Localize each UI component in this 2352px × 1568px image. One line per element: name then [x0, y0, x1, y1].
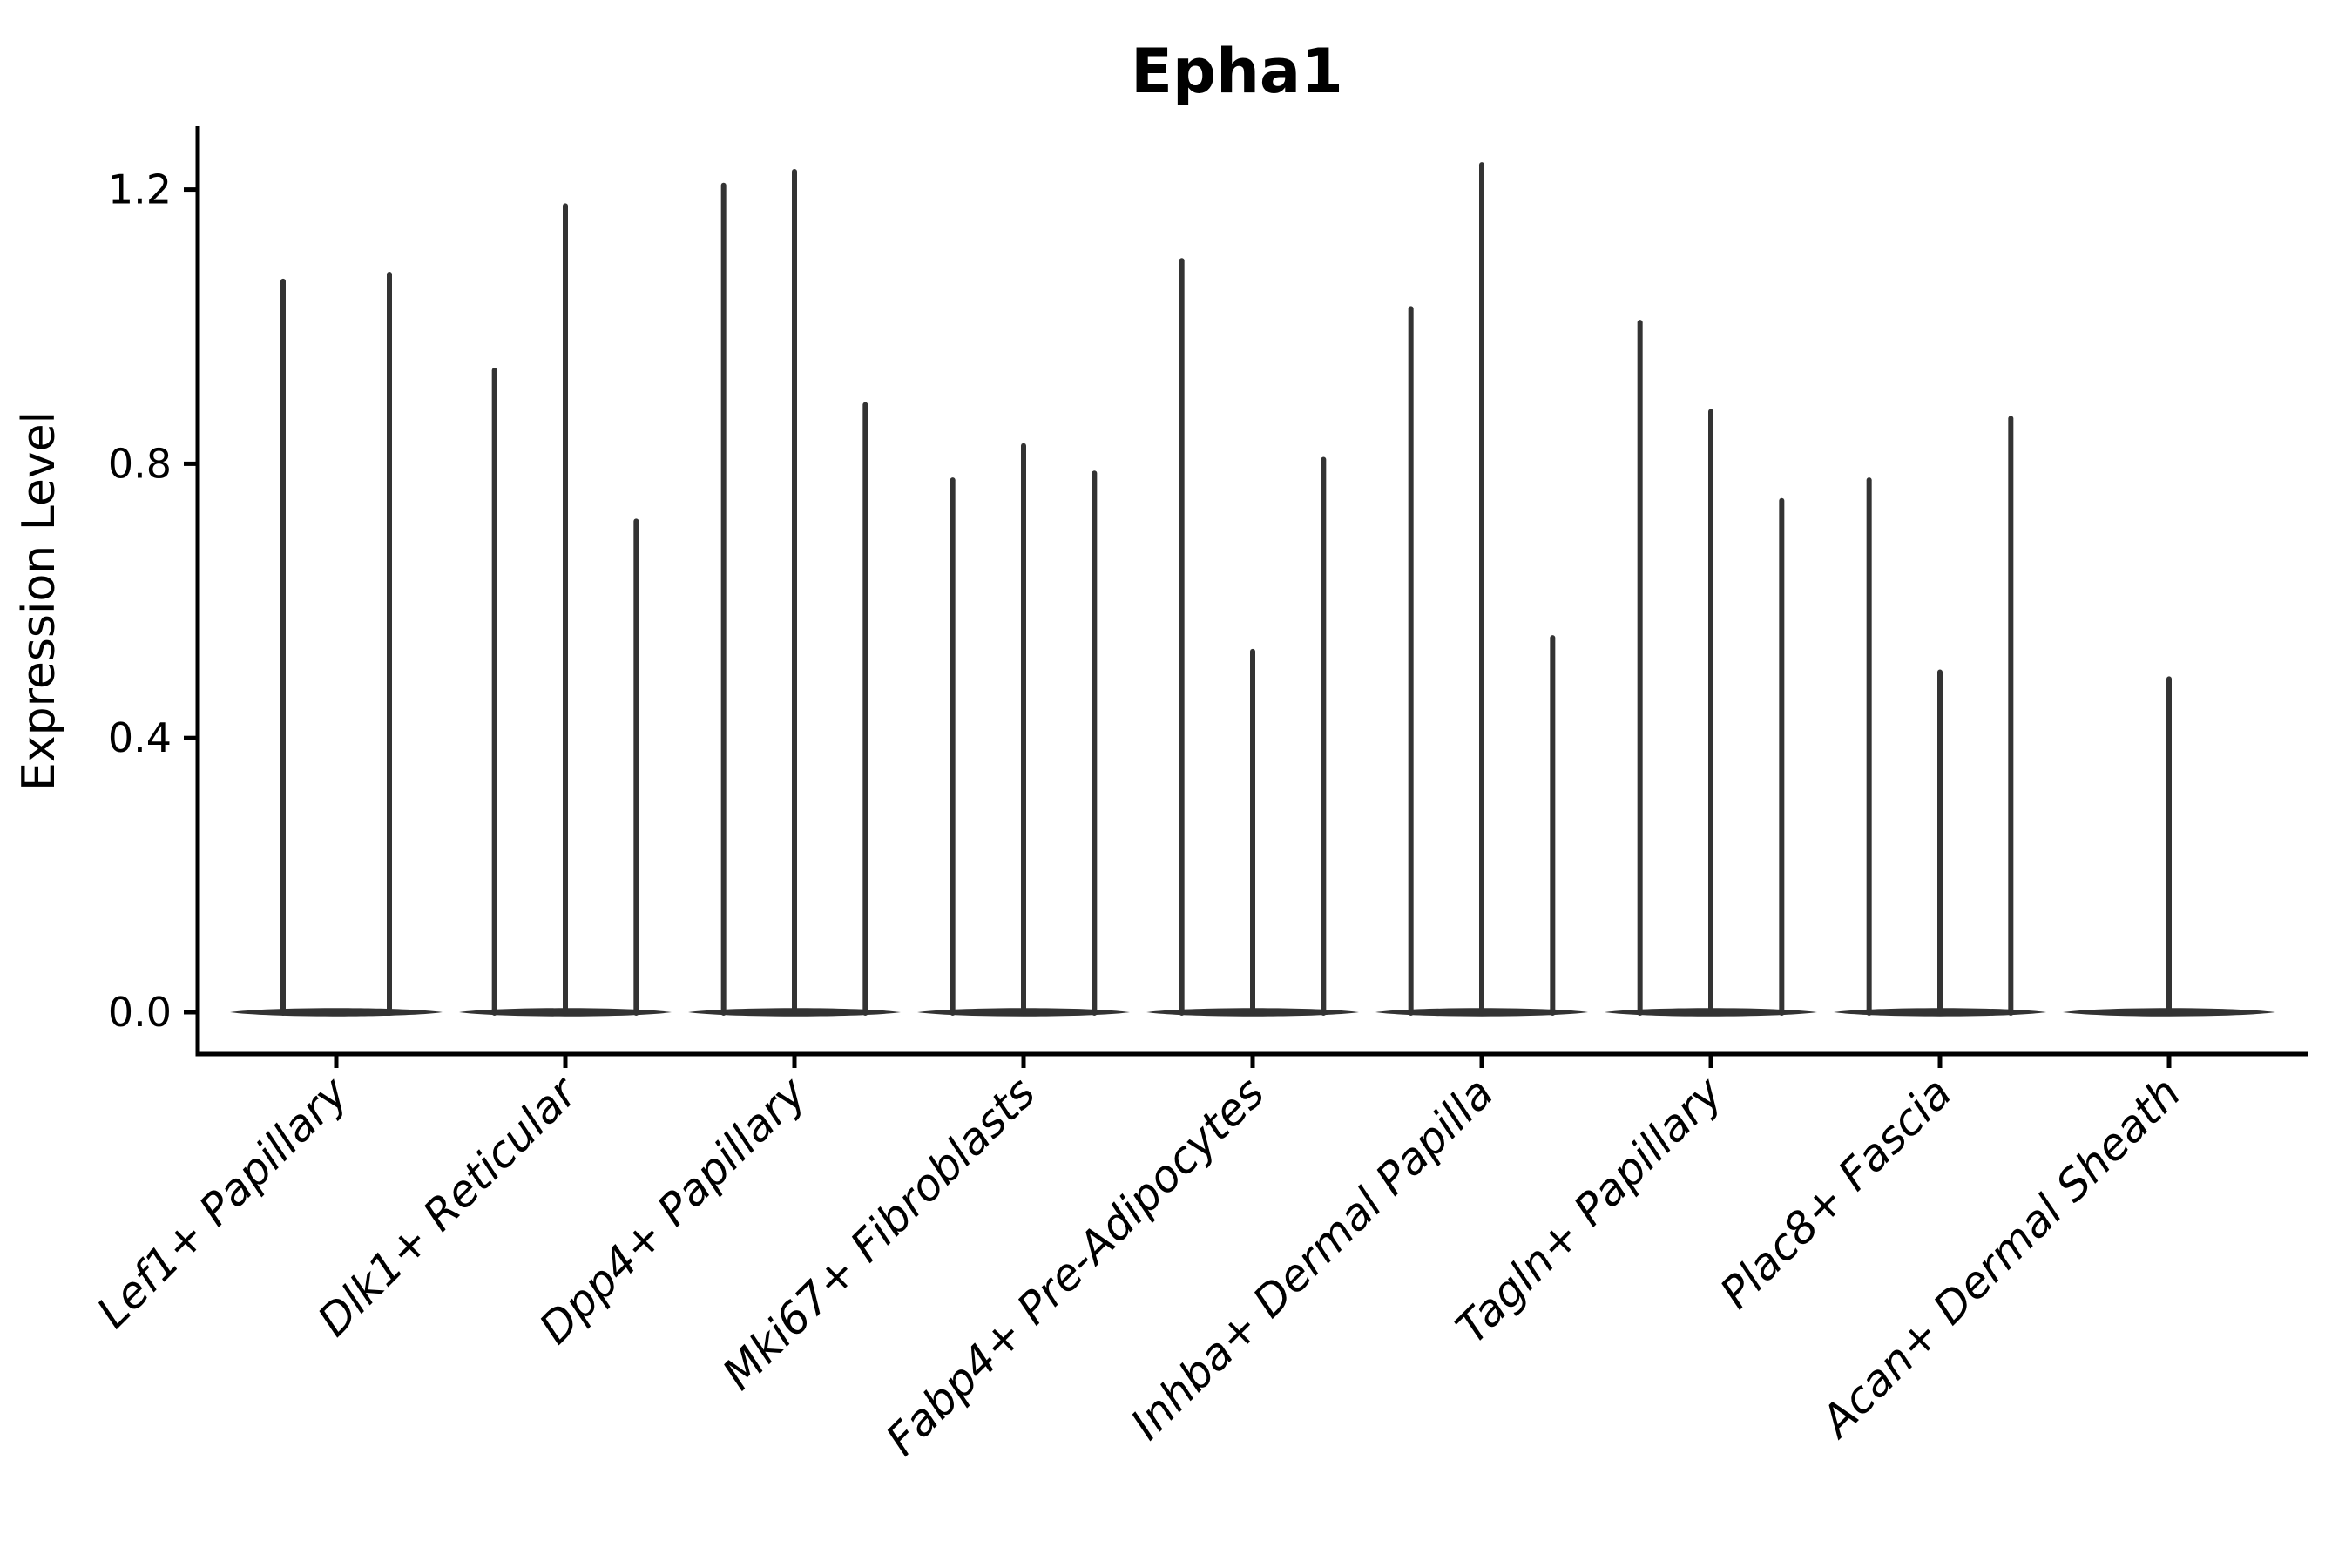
y-tick-label: 0.0: [108, 989, 172, 1036]
y-tick-label: 1.2: [108, 166, 172, 213]
y-tick-label: 0.8: [108, 440, 172, 487]
y-axis-label: Expression Level: [13, 411, 65, 791]
chart-title: Epha1: [1131, 36, 1343, 107]
y-tick-label: 0.4: [108, 714, 172, 761]
